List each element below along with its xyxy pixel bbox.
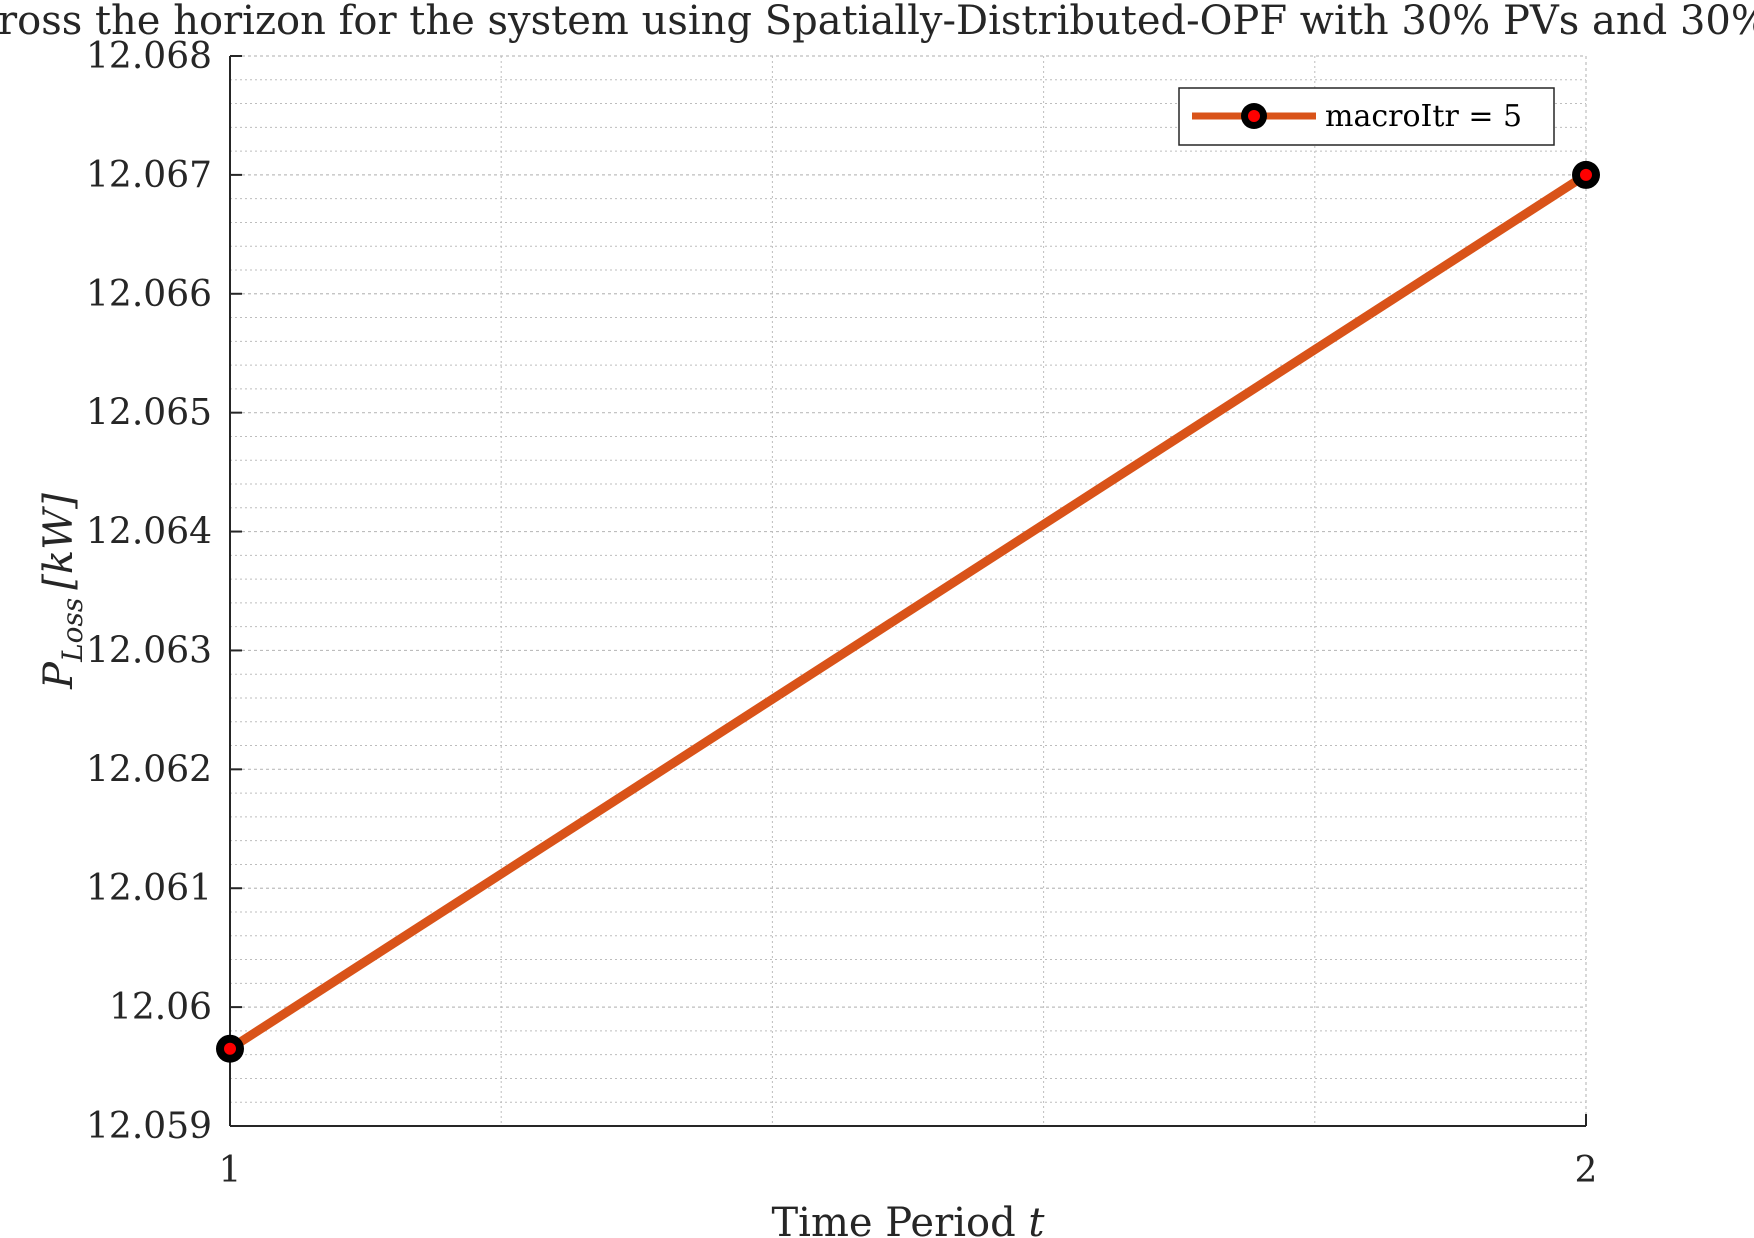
plot-area <box>230 56 1586 1126</box>
y-tick-label: 12.06 <box>109 987 212 1028</box>
legend-entry-label: macroItr = 5 <box>1325 99 1522 134</box>
y-axis-label-main: P <box>36 661 82 690</box>
y-tick-label: 12.063 <box>86 630 212 671</box>
x-axis-label-text: Time Period <box>772 1200 1016 1238</box>
chart-title: ross the horizon for the system using Sp… <box>0 0 1754 44</box>
y-axis-label-sub: Loss <box>56 598 89 663</box>
x-tick-label: 2 <box>1575 1150 1598 1191</box>
y-tick-label: 12.062 <box>86 749 212 790</box>
data-point-marker-center <box>224 1042 236 1055</box>
minor-grid <box>230 56 1586 1126</box>
series-layer <box>216 160 1600 1063</box>
x-tick-label: 1 <box>219 1150 242 1191</box>
legend: macroItr = 5 <box>1178 87 1555 146</box>
y-ticks: 12.059 12.06 12.061 12.062 12.063 12.064 12.06… <box>86 36 242 1147</box>
series-line <box>227 171 1589 1053</box>
y-tick-label: 12.064 <box>86 512 212 553</box>
y-axis-label-unit: [kW] <box>36 493 82 590</box>
y-tick-label: 12.059 <box>86 1106 212 1147</box>
x-axis-label: Time Period t <box>772 1200 1046 1238</box>
x-axis-label-var: t <box>1028 1200 1045 1238</box>
legend-marker-center <box>1248 110 1260 122</box>
y-tick-label: 12.061 <box>86 868 212 909</box>
y-tick-label: 12.067 <box>86 155 212 196</box>
y-tick-label: 12.068 <box>86 36 212 77</box>
data-point-marker-center <box>1580 168 1592 181</box>
y-tick-label: 12.066 <box>86 274 212 315</box>
y-axis-label: PLoss [kW] <box>36 493 89 690</box>
y-tick-label: 12.065 <box>86 393 212 434</box>
